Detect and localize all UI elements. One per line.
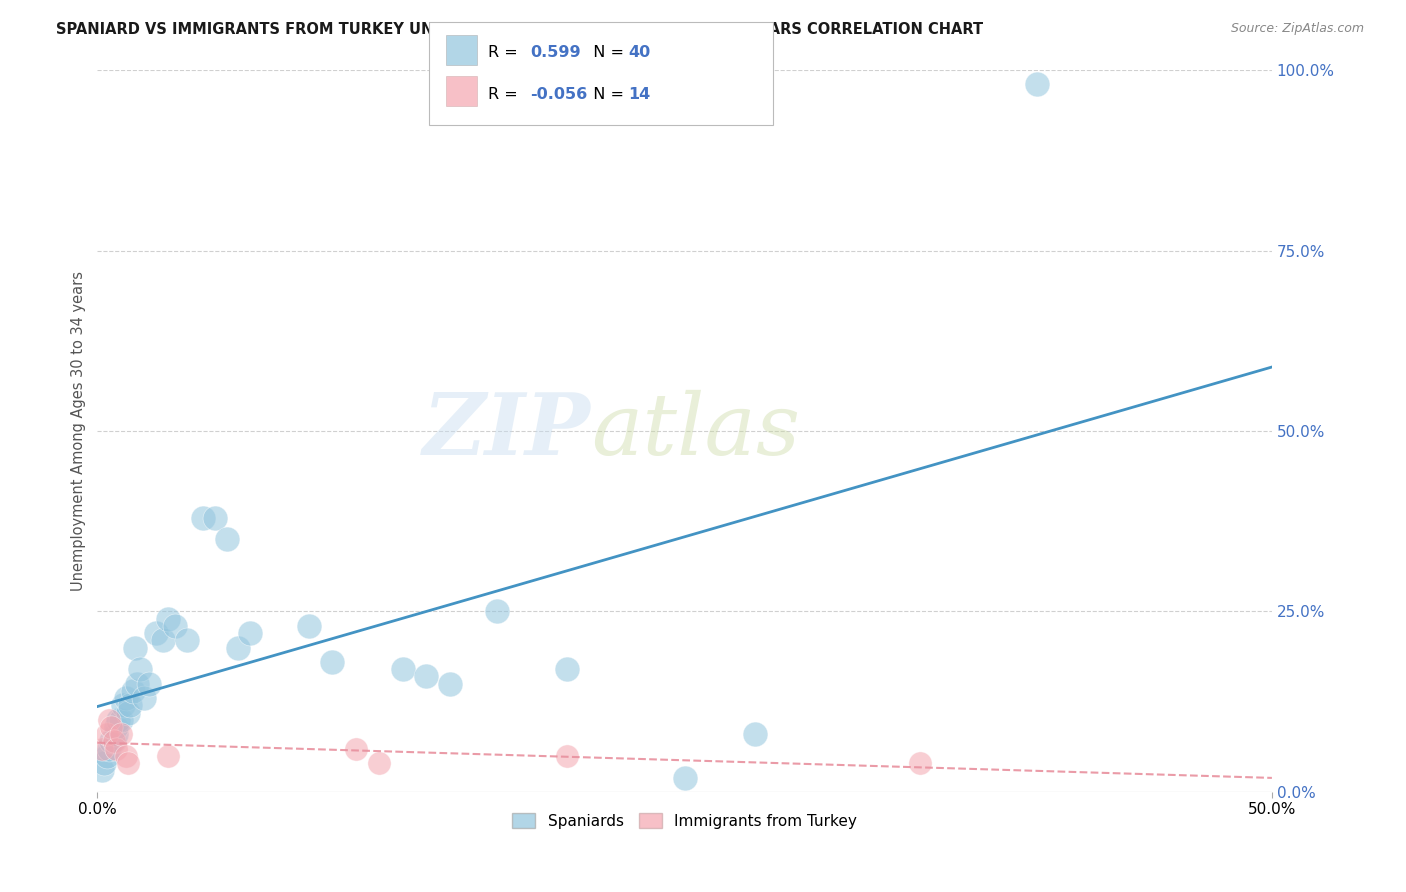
Point <box>120 698 142 713</box>
Point <box>1026 78 1049 92</box>
Point <box>121 684 143 698</box>
Point <box>110 713 132 727</box>
Point <box>145 626 167 640</box>
Y-axis label: Unemployment Among Ages 30 to 34 years: Unemployment Among Ages 30 to 34 years <box>72 271 86 591</box>
Point <box>105 720 128 734</box>
Text: Source: ZipAtlas.com: Source: ZipAtlas.com <box>1230 22 1364 36</box>
Point <box>114 691 136 706</box>
Legend: Spaniards, Immigrants from Turkey: Spaniards, Immigrants from Turkey <box>506 806 863 835</box>
Text: SPANIARD VS IMMIGRANTS FROM TURKEY UNEMPLOYMENT AMONG AGES 30 TO 34 YEARS CORREL: SPANIARD VS IMMIGRANTS FROM TURKEY UNEMP… <box>56 22 983 37</box>
Text: ZIP: ZIP <box>423 389 591 473</box>
Point <box>555 662 578 676</box>
Point <box>93 756 115 770</box>
Point <box>156 748 179 763</box>
Point <box>485 605 508 619</box>
Text: N =: N = <box>583 87 630 102</box>
Point <box>415 669 437 683</box>
Point <box>191 510 214 524</box>
Point <box>100 720 122 734</box>
Point <box>908 756 931 770</box>
Point <box>103 734 125 748</box>
Point <box>98 741 121 756</box>
Point <box>156 612 179 626</box>
Point <box>100 734 122 748</box>
Point <box>117 756 139 770</box>
Point <box>239 626 262 640</box>
Point <box>96 748 118 763</box>
Point <box>105 741 128 756</box>
Point <box>96 727 118 741</box>
Point <box>391 662 413 676</box>
Text: atlas: atlas <box>591 390 800 473</box>
Point <box>204 510 226 524</box>
Text: R =: R = <box>488 87 523 102</box>
Point <box>226 640 249 655</box>
Point <box>163 619 186 633</box>
Point <box>91 764 114 778</box>
Point <box>105 727 128 741</box>
Text: 14: 14 <box>628 87 651 102</box>
Point <box>117 706 139 720</box>
Point <box>673 771 696 785</box>
Point <box>152 633 174 648</box>
Point <box>103 734 125 748</box>
Point <box>368 756 391 770</box>
Text: N =: N = <box>583 45 630 61</box>
Point <box>215 533 238 547</box>
Point <box>555 748 578 763</box>
Point <box>344 741 367 756</box>
Text: -0.056: -0.056 <box>530 87 588 102</box>
Point <box>91 741 114 756</box>
Text: 0.599: 0.599 <box>530 45 581 61</box>
Point <box>98 713 121 727</box>
Point <box>298 619 321 633</box>
Point <box>128 662 150 676</box>
Point <box>439 676 461 690</box>
Point <box>176 633 198 648</box>
Point <box>127 676 149 690</box>
Point <box>138 676 160 690</box>
Point <box>107 713 129 727</box>
Point <box>744 727 766 741</box>
Point <box>112 698 135 713</box>
Point <box>114 748 136 763</box>
Point <box>124 640 146 655</box>
Text: 40: 40 <box>628 45 651 61</box>
Text: R =: R = <box>488 45 523 61</box>
Point <box>321 655 343 669</box>
Point <box>110 727 132 741</box>
Point <box>134 691 156 706</box>
